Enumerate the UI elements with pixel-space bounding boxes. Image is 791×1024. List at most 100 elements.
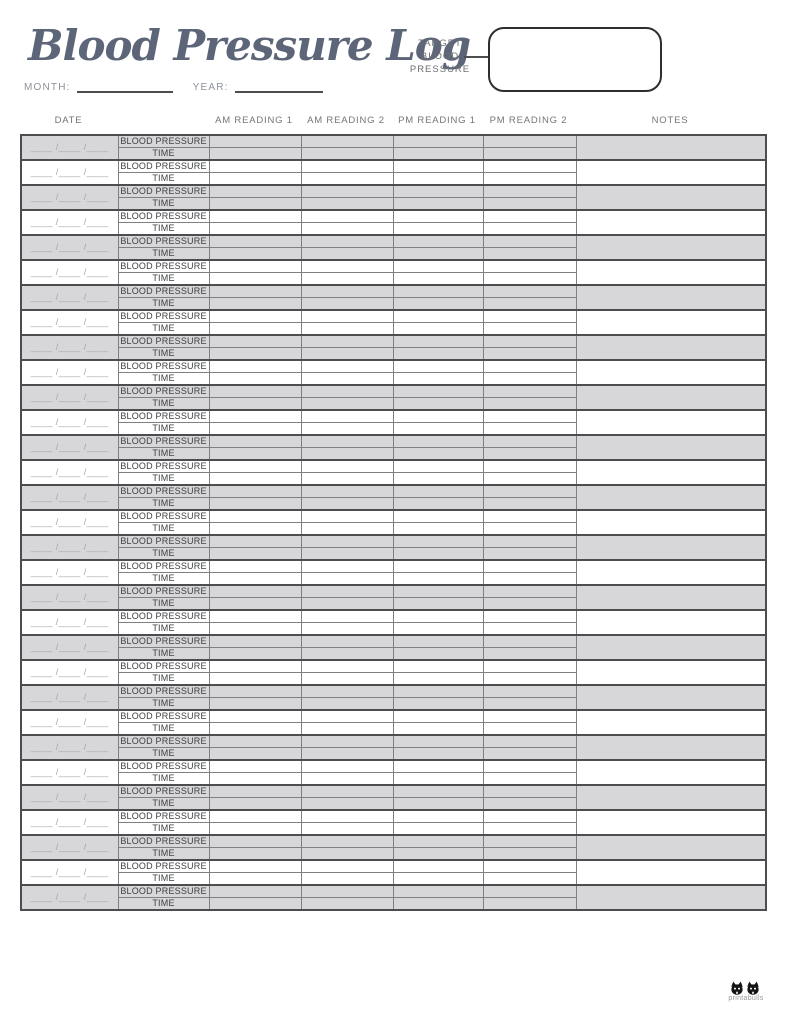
blood-pressure-row-label: BLOOD PRESSURE bbox=[117, 584, 210, 598]
pm-reading-2-time-field bbox=[482, 297, 577, 311]
am-reading-1-bp-field bbox=[208, 709, 302, 723]
pm-reading-1-bp-field bbox=[392, 484, 484, 498]
am-reading-2-bp-field bbox=[300, 734, 394, 748]
time-row-label: TIME bbox=[117, 572, 210, 586]
notes-field bbox=[575, 584, 767, 611]
am-reading-1-bp-field bbox=[208, 534, 302, 548]
time-row-label: TIME bbox=[117, 672, 210, 686]
am-reading-2-time-field bbox=[300, 847, 394, 861]
time-row-label: TIME bbox=[117, 722, 210, 736]
table-row-blood-pressure: ____ /____ /____ BLOOD PRESSURE bbox=[20, 809, 767, 836]
month-year-row: MONTH: YEAR: bbox=[24, 82, 323, 98]
am-reading-2-bp-field bbox=[300, 284, 394, 298]
am-reading-2-time-field bbox=[300, 597, 394, 611]
am-reading-2-bp-field bbox=[300, 384, 394, 398]
am-reading-1-time-field bbox=[208, 347, 302, 361]
am-reading-2-bp-field bbox=[300, 484, 394, 498]
date-field: ____ /____ /____ bbox=[20, 434, 119, 461]
blood-pressure-row-label: BLOOD PRESSURE bbox=[117, 759, 210, 773]
column-header-am-reading-1: AM READING 1 bbox=[215, 114, 293, 126]
column-header-date: DATE bbox=[54, 114, 83, 126]
notes-field bbox=[575, 134, 767, 161]
table-row-blood-pressure: ____ /____ /____ BLOOD PRESSURE bbox=[20, 184, 767, 211]
notes-field bbox=[575, 209, 767, 236]
pm-reading-2-time-field bbox=[482, 522, 577, 536]
am-reading-1-bp-field bbox=[208, 809, 302, 823]
am-reading-2-time-field bbox=[300, 722, 394, 736]
notes-field bbox=[575, 834, 767, 861]
pm-reading-2-time-field bbox=[482, 272, 577, 286]
am-reading-1-bp-field bbox=[208, 759, 302, 773]
notes-field bbox=[575, 534, 767, 561]
table-row-blood-pressure: ____ /____ /____ BLOOD PRESSURE bbox=[20, 584, 767, 611]
notes-field bbox=[575, 284, 767, 311]
table-row-blood-pressure: ____ /____ /____ BLOOD PRESSURE bbox=[20, 259, 767, 286]
am-reading-2-time-field bbox=[300, 547, 394, 561]
pm-reading-1-time-field bbox=[392, 147, 484, 161]
blood-pressure-row-label: BLOOD PRESSURE bbox=[117, 334, 210, 348]
pm-reading-2-time-field bbox=[482, 847, 577, 861]
table-row-blood-pressure: ____ /____ /____ BLOOD PRESSURE bbox=[20, 234, 767, 261]
time-row-label: TIME bbox=[117, 372, 210, 386]
pm-reading-2-bp-field bbox=[482, 659, 577, 673]
pm-reading-2-time-field bbox=[482, 397, 577, 411]
table-row-blood-pressure: ____ /____ /____ BLOOD PRESSURE bbox=[20, 334, 767, 361]
am-reading-1-bp-field bbox=[208, 884, 302, 898]
blood-pressure-row-label: BLOOD PRESSURE bbox=[117, 784, 210, 798]
date-field: ____ /____ /____ bbox=[20, 559, 119, 586]
blood-pressure-row-label: BLOOD PRESSURE bbox=[117, 834, 210, 848]
am-reading-2-time-field bbox=[300, 772, 394, 786]
am-reading-1-bp-field bbox=[208, 334, 302, 348]
am-reading-1-time-field bbox=[208, 372, 302, 386]
time-row-label: TIME bbox=[117, 697, 210, 711]
date-field: ____ /____ /____ bbox=[20, 484, 119, 511]
notes-field bbox=[575, 184, 767, 211]
date-field: ____ /____ /____ bbox=[20, 759, 119, 786]
time-row-label: TIME bbox=[117, 272, 210, 286]
pm-reading-1-bp-field bbox=[392, 784, 484, 798]
am-reading-2-time-field bbox=[300, 672, 394, 686]
pm-reading-2-bp-field bbox=[482, 484, 577, 498]
table-row-time: TIME bbox=[21, 247, 766, 261]
blood-pressure-row-label: BLOOD PRESSURE bbox=[117, 409, 210, 423]
month-fill-line bbox=[76, 82, 173, 93]
pm-reading-2-time-field bbox=[482, 772, 577, 786]
month-label: MONTH: bbox=[24, 82, 71, 93]
am-reading-2-time-field bbox=[300, 472, 394, 486]
pm-reading-2-bp-field bbox=[482, 459, 577, 473]
am-reading-2-time-field bbox=[300, 522, 394, 536]
am-reading-2-bp-field bbox=[300, 809, 394, 823]
pm-reading-2-bp-field bbox=[482, 134, 577, 148]
time-row-label: TIME bbox=[117, 222, 210, 236]
notes-field bbox=[575, 784, 767, 811]
date-field: ____ /____ /____ bbox=[20, 384, 119, 411]
date-field: ____ /____ /____ bbox=[20, 334, 119, 361]
date-field: ____ /____ /____ bbox=[20, 859, 119, 886]
blood-pressure-row-label: BLOOD PRESSURE bbox=[117, 134, 210, 148]
notes-field bbox=[575, 759, 767, 786]
pm-reading-2-bp-field bbox=[482, 184, 577, 198]
notes-field bbox=[575, 859, 767, 886]
pm-reading-1-bp-field bbox=[392, 184, 484, 198]
pm-reading-2-bp-field bbox=[482, 359, 577, 373]
pm-reading-1-time-field bbox=[392, 272, 484, 286]
notes-field bbox=[575, 809, 767, 836]
table-row-blood-pressure: ____ /____ /____ BLOOD PRESSURE bbox=[20, 209, 767, 236]
am-reading-2-bp-field bbox=[300, 209, 394, 223]
table-row-time: TIME bbox=[21, 197, 766, 211]
pm-reading-1-bp-field bbox=[392, 634, 484, 648]
am-reading-2-bp-field bbox=[300, 359, 394, 373]
am-reading-1-bp-field bbox=[208, 509, 302, 523]
am-reading-2-bp-field bbox=[300, 634, 394, 648]
pm-reading-2-bp-field bbox=[482, 159, 577, 173]
am-reading-1-bp-field bbox=[208, 684, 302, 698]
pm-reading-1-time-field bbox=[392, 197, 484, 211]
table-row-time: TIME bbox=[21, 897, 766, 911]
am-reading-1-time-field bbox=[208, 297, 302, 311]
pm-reading-2-time-field bbox=[482, 322, 577, 336]
pm-reading-2-bp-field bbox=[482, 634, 577, 648]
am-reading-2-bp-field bbox=[300, 884, 394, 898]
pm-reading-2-time-field bbox=[482, 247, 577, 261]
notes-field bbox=[575, 709, 767, 736]
am-reading-2-bp-field bbox=[300, 334, 394, 348]
